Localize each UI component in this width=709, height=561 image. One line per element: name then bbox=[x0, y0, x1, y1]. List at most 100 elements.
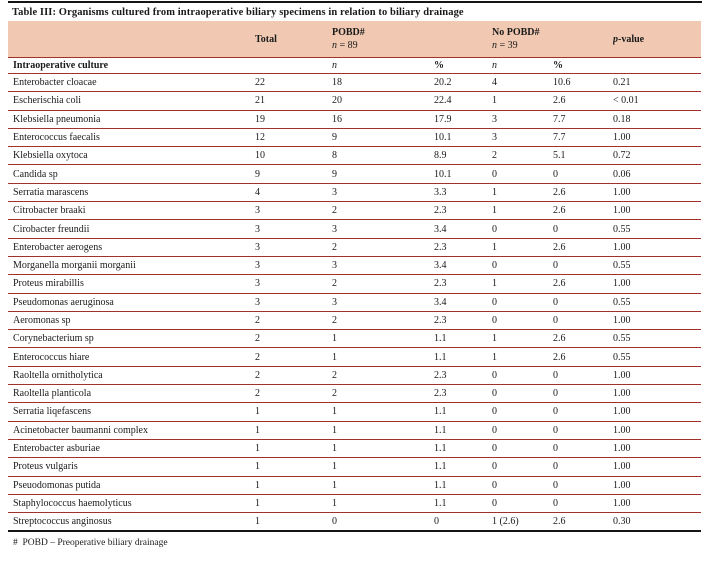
pobd-n-cell: 1 bbox=[332, 421, 434, 440]
pobd-pct-cell: 2.3 bbox=[434, 238, 492, 257]
table-footnote: # POBD – Preoperative biliary drainage bbox=[13, 538, 168, 549]
pobd-n-cell: 2 bbox=[332, 238, 434, 257]
table-body: Enterobacter cloacae 22 18 20.2 4 10.6 0… bbox=[8, 73, 701, 533]
pvalue-cell: < 0.01 bbox=[613, 91, 701, 111]
pobd-pct-cell: 2.3 bbox=[434, 384, 492, 404]
total-cell: 2 bbox=[255, 329, 332, 349]
nopobd-pct-cell: 0 bbox=[553, 256, 613, 276]
pobd-n-cell: 2 bbox=[332, 366, 434, 386]
table-row: Acinetobacter baumanni complex 1 1 1.1 0… bbox=[8, 421, 701, 440]
pobd-pct-cell: 1.1 bbox=[434, 494, 492, 514]
pobd-n-cell: 16 bbox=[332, 110, 434, 129]
total-cell: 1 bbox=[255, 512, 332, 533]
organism-cell: Staphylococcus haemolyticus bbox=[8, 494, 255, 514]
organism-cell: Escherischia coli bbox=[8, 91, 255, 111]
pvalue-cell: 1.00 bbox=[613, 421, 701, 440]
pvalue-cell: 0.72 bbox=[613, 146, 701, 166]
no-pobd-n-value: = 39 bbox=[497, 40, 518, 51]
pobd-n-cell: 3 bbox=[332, 293, 434, 312]
organism-cell: Serratia marascens bbox=[8, 183, 255, 203]
nopobd-pct-cell: 2.6 bbox=[553, 201, 613, 221]
nopobd-pct-cell: 0 bbox=[553, 384, 613, 404]
total-cell: 9 bbox=[255, 164, 332, 184]
no-pobd-n-count: n = 39 bbox=[492, 39, 613, 52]
organism-cell: Citrobacter braaki bbox=[8, 201, 255, 221]
total-cell: 3 bbox=[255, 256, 332, 276]
total-cell: 1 bbox=[255, 421, 332, 440]
total-cell: 10 bbox=[255, 146, 332, 166]
table-row: Enterococcus faecalis 12 9 10.1 3 7.7 1.… bbox=[8, 128, 701, 148]
subheader-pobd-n: n bbox=[332, 57, 434, 74]
table-row: Klebsiella oxytoca 10 8 8.9 2 5.1 0.72 bbox=[8, 146, 701, 166]
pobd-n-cell: 1 bbox=[332, 347, 434, 367]
nopobd-pct-cell: 0 bbox=[553, 439, 613, 459]
total-cell: 3 bbox=[255, 293, 332, 312]
organism-cell: Aeromonas sp bbox=[8, 311, 255, 331]
pvalue-cell: 1.00 bbox=[613, 238, 701, 257]
pvalue-symbol: p bbox=[613, 33, 618, 45]
nopobd-n-cell: 0 bbox=[492, 293, 553, 312]
table-row: Corynebacterium sp 2 1 1.1 1 2.6 0.55 bbox=[8, 329, 701, 349]
pobd-pct-cell: 3.4 bbox=[434, 219, 492, 239]
nopobd-pct-cell: 0 bbox=[553, 402, 613, 422]
pvalue-cell: 0.55 bbox=[613, 329, 701, 349]
total-cell: 4 bbox=[255, 183, 332, 203]
organism-cell: Enterobacter aerogens bbox=[8, 238, 255, 257]
pobd-n-cell: 3 bbox=[332, 219, 434, 239]
nopobd-pct-cell: 7.7 bbox=[553, 110, 613, 129]
col-header-total: Total bbox=[255, 21, 332, 58]
organism-cell: Enterobacter asburiae bbox=[8, 439, 255, 459]
nopobd-pct-cell: 2.6 bbox=[553, 274, 613, 294]
pobd-pct-cell: 1.1 bbox=[434, 347, 492, 367]
pvalue-cell: 1.00 bbox=[613, 402, 701, 422]
nopobd-n-cell: 1 bbox=[492, 183, 553, 203]
total-cell: 3 bbox=[255, 238, 332, 257]
pvalue-cell: 0.18 bbox=[613, 110, 701, 129]
pobd-n-cell: 1 bbox=[332, 457, 434, 477]
subheader-blank-end bbox=[613, 57, 701, 74]
col-header-no-pobd: No POBD# n = 39 bbox=[492, 21, 613, 58]
organism-cell: Raoltella ornitholytica bbox=[8, 366, 255, 386]
pvalue-cell: 1.00 bbox=[613, 183, 701, 203]
total-cell: 3 bbox=[255, 274, 332, 294]
pobd-n-cell: 2 bbox=[332, 311, 434, 331]
nopobd-pct-cell: 0 bbox=[553, 311, 613, 331]
organism-cell: Enterococcus hiare bbox=[8, 347, 255, 367]
nopobd-n-cell: 1 bbox=[492, 91, 553, 111]
header-band: Total POBD# n = 89 No POBD# n = 39 p-val… bbox=[8, 21, 701, 58]
subheader-pobd-pct: % bbox=[434, 57, 492, 74]
table-row: Cirobacter freundii 3 3 3.4 0 0 0.55 bbox=[8, 219, 701, 239]
subheader-nopobd-pct: % bbox=[553, 57, 613, 74]
total-cell: 2 bbox=[255, 384, 332, 404]
nopobd-pct-cell: 0 bbox=[553, 219, 613, 239]
table-row: Escherischia coli 21 20 22.4 1 2.6 < 0.0… bbox=[8, 91, 701, 111]
organism-cell: Raoltella planticola bbox=[8, 384, 255, 404]
table-row: Pseudomonas aeruginosa 3 3 3.4 0 0 0.55 bbox=[8, 293, 701, 312]
pvalue-cell: 1.00 bbox=[613, 366, 701, 386]
nopobd-n-cell: 0 bbox=[492, 384, 553, 404]
col-header-pvalue: p-value bbox=[613, 21, 701, 58]
organism-cell: Morganella morganii morganii bbox=[8, 256, 255, 276]
total-cell: 2 bbox=[255, 366, 332, 386]
organism-cell: Pseudomonas aeruginosa bbox=[8, 293, 255, 312]
pobd-n-cell: 3 bbox=[332, 256, 434, 276]
pobd-pct-cell: 10.1 bbox=[434, 164, 492, 184]
nopobd-pct-cell: 5.1 bbox=[553, 146, 613, 166]
pobd-pct-cell: 1.1 bbox=[434, 476, 492, 495]
organism-cell: Candida sp bbox=[8, 164, 255, 184]
nopobd-n-cell: 0 bbox=[492, 366, 553, 386]
pobd-n-value: = 89 bbox=[337, 40, 358, 51]
pobd-pct-cell: 1.1 bbox=[434, 421, 492, 440]
total-cell: 1 bbox=[255, 494, 332, 514]
pvalue-cell: 1.00 bbox=[613, 201, 701, 221]
pvalue-cell: 0.55 bbox=[613, 219, 701, 239]
pvalue-cell: 1.00 bbox=[613, 274, 701, 294]
pvalue-cell: 0.55 bbox=[613, 256, 701, 276]
nopobd-pct-cell: 2.6 bbox=[553, 512, 613, 533]
nopobd-pct-cell: 0 bbox=[553, 457, 613, 477]
pobd-n-cell: 18 bbox=[332, 73, 434, 93]
organism-cell: Klebsiella oxytoca bbox=[8, 146, 255, 166]
nopobd-n-cell: 0 bbox=[492, 164, 553, 184]
pvalue-cell: 0.55 bbox=[613, 347, 701, 367]
